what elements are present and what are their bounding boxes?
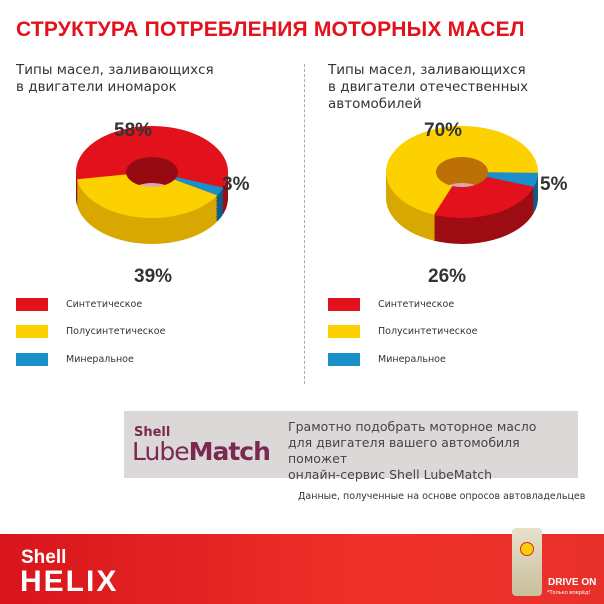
legend-label: Синтетическое [66,299,143,310]
legend-swatch-mineral [16,353,48,366]
description-line: онлайн-сервис Shell LubeMatch [288,467,493,482]
right-subtitle-line: в двигатели отечественных [328,79,529,95]
slice-mineral [486,172,538,187]
legend-label: Синтетическое [378,299,455,310]
footer-helix-logo: HELIX [20,565,119,598]
right-label-semisynthetic: 70% [424,120,463,141]
lubematch-description: Грамотно подобрать моторное масло для дв… [288,419,578,483]
slice-semisynthetic [76,174,218,218]
right-label-mineral: 5% [540,174,568,195]
left-subtitle: Типы масел, заливающихся в двигатели ино… [16,62,214,96]
legend-label: Полусинтетическое [66,326,166,337]
left-label-synthetic: 58% [114,120,153,141]
legend-label: Минеральное [66,354,134,365]
footer-shell-logo: Shell [21,547,67,568]
donut-hole [126,157,178,187]
right-subtitle-line: Типы масел, заливающихся [328,62,526,78]
right-donut-chart [386,126,538,244]
left-subtitle-line: в двигатели иномарок [16,79,177,95]
shell-pecten-icon [520,542,534,556]
legend-swatch-synthetic [16,298,48,311]
donut-hole [436,157,488,187]
lubematch-logo: LubeMatch [132,437,271,466]
legend-swatch-semisynthetic [16,325,48,338]
logo-lube: Lube [132,437,190,466]
logo-match: Match [188,437,271,466]
right-subtitle-line: автомобилей [328,96,422,112]
description-line: для двигателя вашего автомобиля поможет [288,435,520,466]
lubematch-banner[interactable]: Shell LubeMatch Грамотно подобрать мотор… [124,411,578,482]
legend-swatch-synthetic [328,298,360,311]
description-line: Грамотно подобрать моторное масло [288,419,537,434]
left-donut-chart [76,126,229,244]
drive-on-subtext: *Только вперёд! [547,590,591,596]
slice-mineral [174,177,224,196]
footer-banner [0,534,604,604]
left-subtitle-line: Типы масел, заливающихся [16,62,214,78]
drive-on-slogan: DRIVE ON [548,577,597,588]
lubematch-shell-text: Shell [134,425,171,440]
oil-bottle-image [512,528,542,596]
right-label-synthetic: 26% [428,266,467,287]
right-subtitle: Типы масел, заливающихся в двигатели оте… [328,62,528,113]
legend-label: Минеральное [378,354,446,365]
slice-synthetic [434,176,534,218]
left-label-mineral: 3% [222,174,250,195]
left-label-semisynthetic: 39% [134,266,173,287]
page-title: СТРУКТУРА ПОТРЕБЛЕНИЯ МОТОРНЫХ МАСЕЛ [16,18,525,41]
legend-swatch-mineral [328,353,360,366]
legend-swatch-semisynthetic [328,325,360,338]
divider [304,64,305,384]
slice-synthetic [76,126,229,188]
slice-semisynthetic [386,126,538,215]
source-note: Данные, полученные на основе опросов авт… [298,491,586,502]
legend-label: Полусинтетическое [378,326,478,337]
